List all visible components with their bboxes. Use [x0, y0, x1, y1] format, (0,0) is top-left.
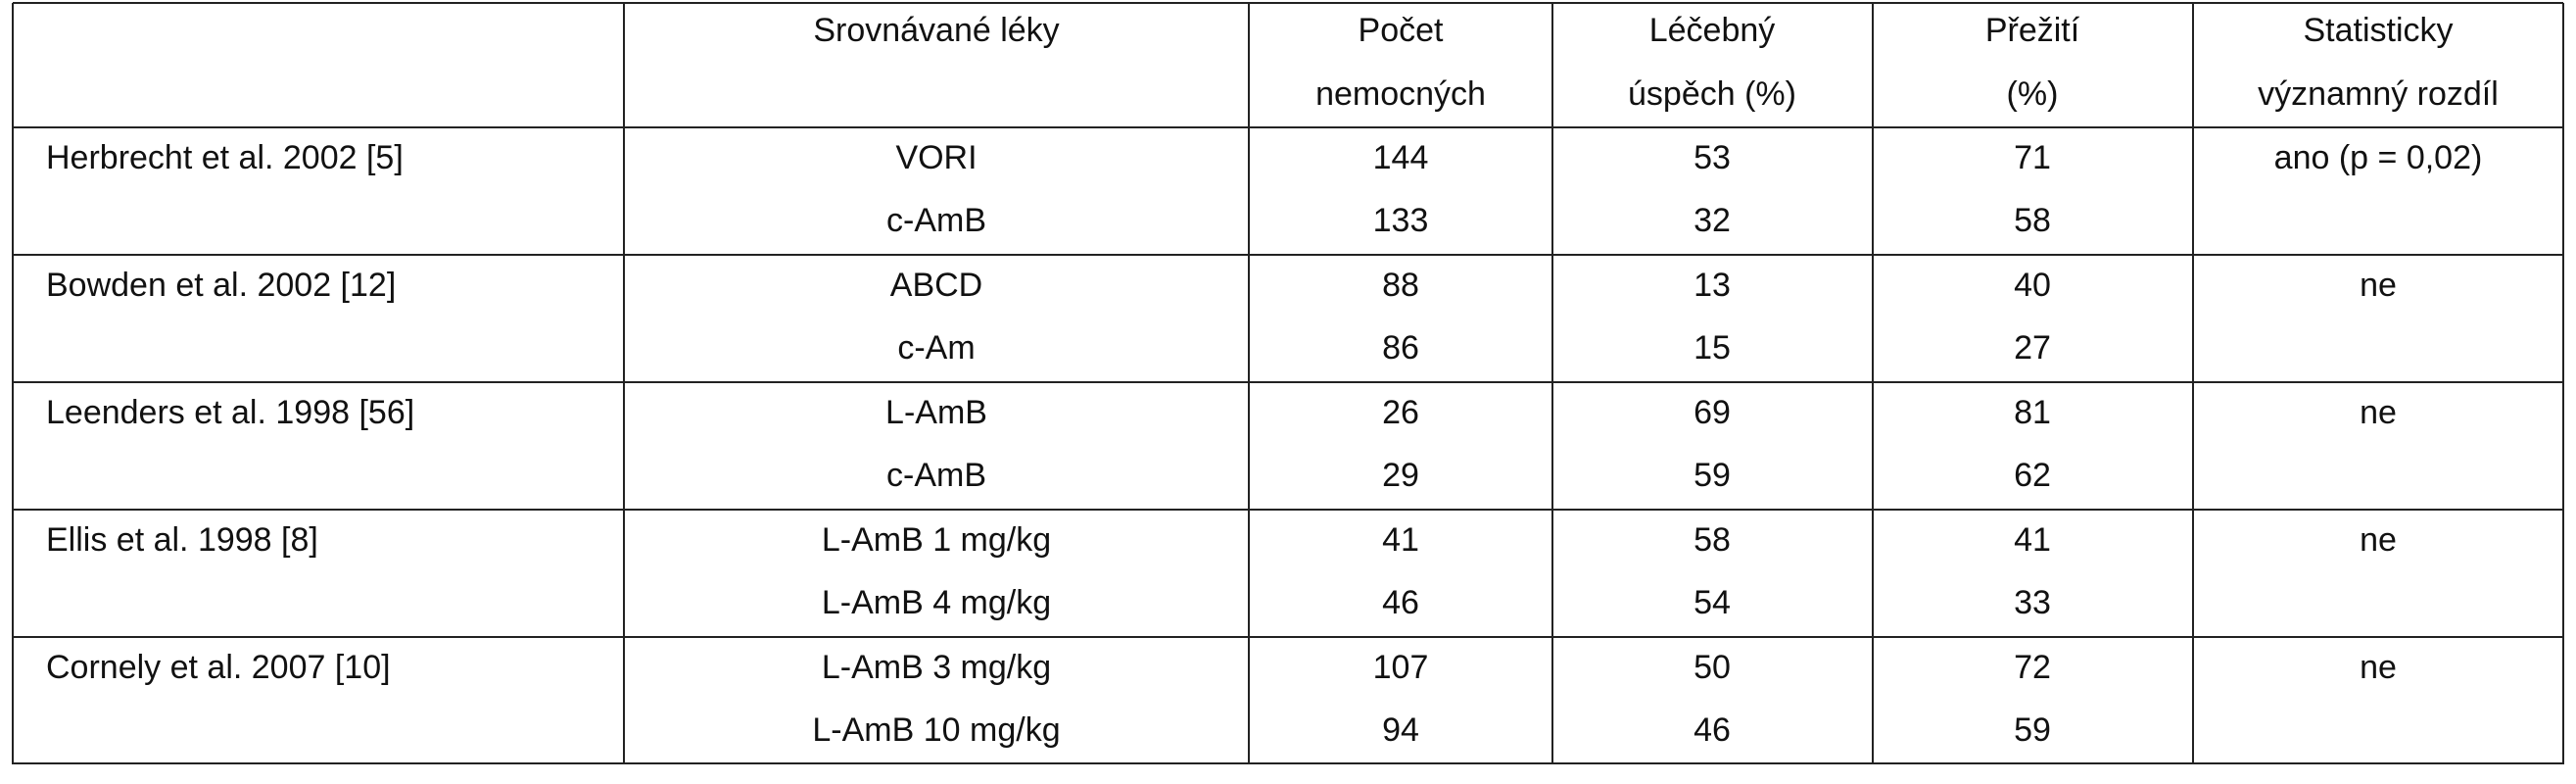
cell: VORI: [895, 139, 977, 176]
cell: L-AmB: [885, 394, 987, 431]
cell: 59: [1693, 457, 1731, 494]
header-cell: úspěch (%): [1628, 75, 1796, 113]
cell: 81: [2014, 394, 2051, 431]
study-cell: Ellis et al. 1998 [8]: [46, 521, 318, 559]
cell: ABCD: [890, 267, 982, 304]
cell: 13: [1693, 267, 1731, 304]
cell: 133: [1373, 202, 1429, 239]
cell: 86: [1382, 329, 1419, 367]
cell: 88: [1382, 267, 1419, 304]
cell: 107: [1373, 649, 1429, 686]
study-cell: Leenders et al. 1998 [56]: [46, 394, 414, 431]
cell: L-AmB 1 mg/kg: [822, 521, 1051, 559]
cell: 53: [1693, 139, 1731, 176]
cell: c-AmB: [886, 457, 986, 494]
header-cell: Počet: [1359, 12, 1444, 49]
cell: 144: [1373, 139, 1429, 176]
header-cell: (%): [2007, 75, 2059, 113]
cell: 94: [1382, 711, 1419, 749]
cell: L-AmB 10 mg/kg: [812, 711, 1060, 749]
cell: 58: [2014, 202, 2051, 239]
study-cell: Cornely et al. 2007 [10]: [46, 649, 391, 686]
cell: 54: [1693, 584, 1731, 621]
cell: c-Am: [897, 329, 975, 367]
cell: 71: [2014, 139, 2051, 176]
significance-cell: ne: [2360, 649, 2397, 686]
cell: c-AmB: [886, 202, 986, 239]
cell: L-AmB 4 mg/kg: [822, 584, 1051, 621]
header-cell: Přežití: [1985, 12, 2080, 49]
header-cell: významný rozdíl: [2258, 75, 2499, 113]
cell: 32: [1693, 202, 1731, 239]
cell: 58: [1693, 521, 1731, 559]
cell: 46: [1382, 584, 1419, 621]
study-cell: Bowden et al. 2002 [12]: [46, 267, 396, 304]
study-cell: Herbrecht et al. 2002 [5]: [46, 139, 404, 176]
significance-cell: ano (p = 0,02): [2274, 139, 2483, 176]
header-cell: nemocných: [1315, 75, 1486, 113]
cell: 26: [1382, 394, 1419, 431]
cell: 33: [2014, 584, 2051, 621]
header-cell: Statisticky: [2303, 12, 2453, 49]
cell: 69: [1693, 394, 1731, 431]
cell: 41: [2014, 521, 2051, 559]
significance-cell: ne: [2360, 394, 2397, 431]
cell: L-AmB 3 mg/kg: [822, 649, 1051, 686]
header-cell: Léčebný: [1649, 12, 1776, 49]
cell: 29: [1382, 457, 1419, 494]
cell: 46: [1693, 711, 1731, 749]
cell: 72: [2014, 649, 2051, 686]
cell: 15: [1693, 329, 1731, 367]
significance-cell: ne: [2360, 267, 2397, 304]
cell: 62: [2014, 457, 2051, 494]
cell: 41: [1382, 521, 1419, 559]
significance-cell: ne: [2360, 521, 2397, 559]
cell: 40: [2014, 267, 2051, 304]
cell: 27: [2014, 329, 2051, 367]
header-cell: Srovnávané léky: [813, 12, 1059, 49]
cell: 50: [1693, 649, 1731, 686]
cell: 59: [2014, 711, 2051, 749]
